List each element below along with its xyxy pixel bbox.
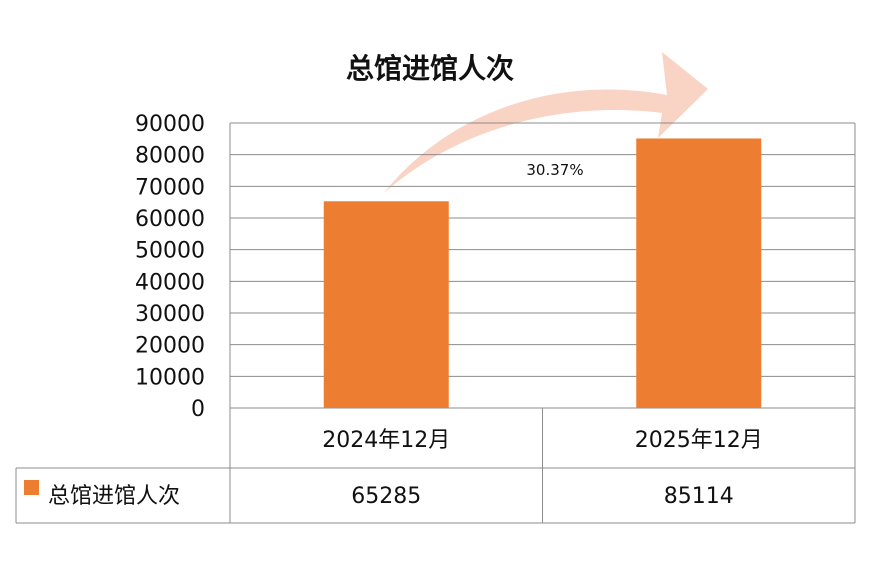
chart-title: 总馆进馆人次 (346, 52, 514, 85)
table-value-cell: 85114 (664, 484, 734, 509)
bars (323, 138, 762, 408)
y-tick-label: 0 (191, 397, 205, 422)
y-tick-label: 10000 (135, 365, 205, 390)
legend-key (24, 480, 39, 495)
x-category-label: 2024年12月 (322, 428, 450, 453)
bar-2 (636, 138, 762, 408)
data-table: 2024年12月 65285 2025年12月 85114 总馆进馆人次 (15, 408, 856, 524)
y-tick-label: 30000 (135, 302, 205, 327)
x-category-label: 2025年12月 (635, 428, 763, 453)
bar-1 (323, 201, 449, 408)
growth-annotation: 30.37% (526, 161, 583, 179)
y-tick-label: 90000 (135, 112, 205, 137)
y-axis-ticks: 0 10000 20000 30000 40000 50000 60000 70000 8000… (135, 112, 205, 422)
table-value-cell: 65285 (351, 484, 421, 509)
y-tick-label: 40000 (135, 270, 205, 295)
growth-arrow-icon (384, 52, 708, 193)
y-tick-label: 60000 (135, 207, 205, 232)
legend-series-name: 总馆进馆人次 (48, 484, 180, 509)
y-tick-label: 50000 (135, 239, 205, 264)
y-tick-label: 70000 (135, 175, 205, 200)
y-tick-label: 20000 (135, 334, 205, 359)
y-tick-label: 80000 (135, 144, 205, 169)
